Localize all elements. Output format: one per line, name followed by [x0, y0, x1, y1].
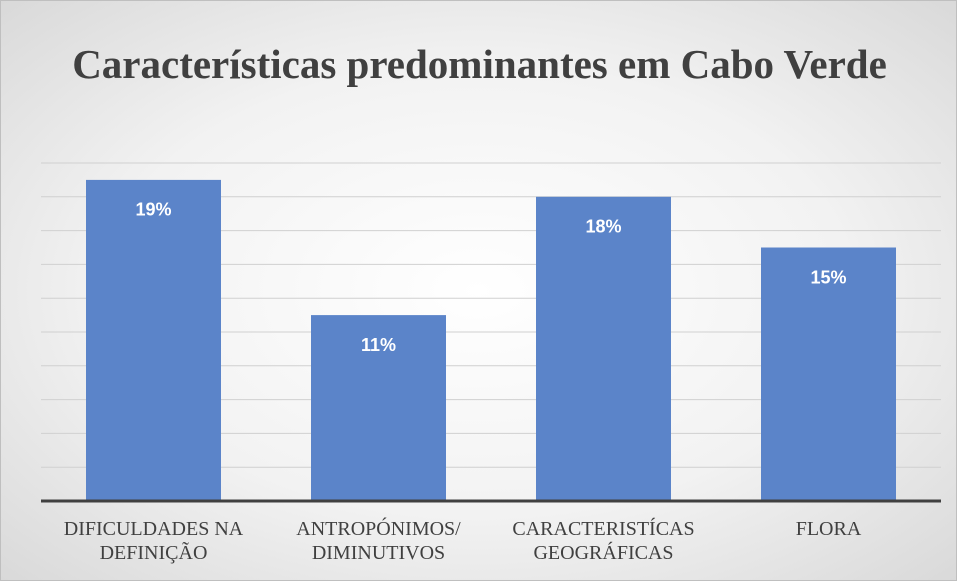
x-tick-label: DIFICULDADES NA DEFINIÇÃO [63, 518, 244, 564]
x-tick-label: FLORA [795, 518, 862, 540]
x-tick-label: ANTROPÓNIMOS/ DIMINUTIVOS [296, 518, 461, 564]
bar [761, 247, 896, 501]
bar [536, 196, 671, 502]
data-label: 15% [810, 267, 846, 287]
chart-title: Características predominantes em Cabo Ve… [72, 41, 887, 87]
data-label: 19% [135, 200, 171, 220]
bar [311, 315, 446, 501]
data-label: 18% [585, 217, 621, 237]
bar [86, 179, 221, 501]
x-tick-label: CARACTERISTÍCAS GEOGRÁFICAS [512, 518, 695, 564]
data-label: 11% [361, 335, 396, 355]
